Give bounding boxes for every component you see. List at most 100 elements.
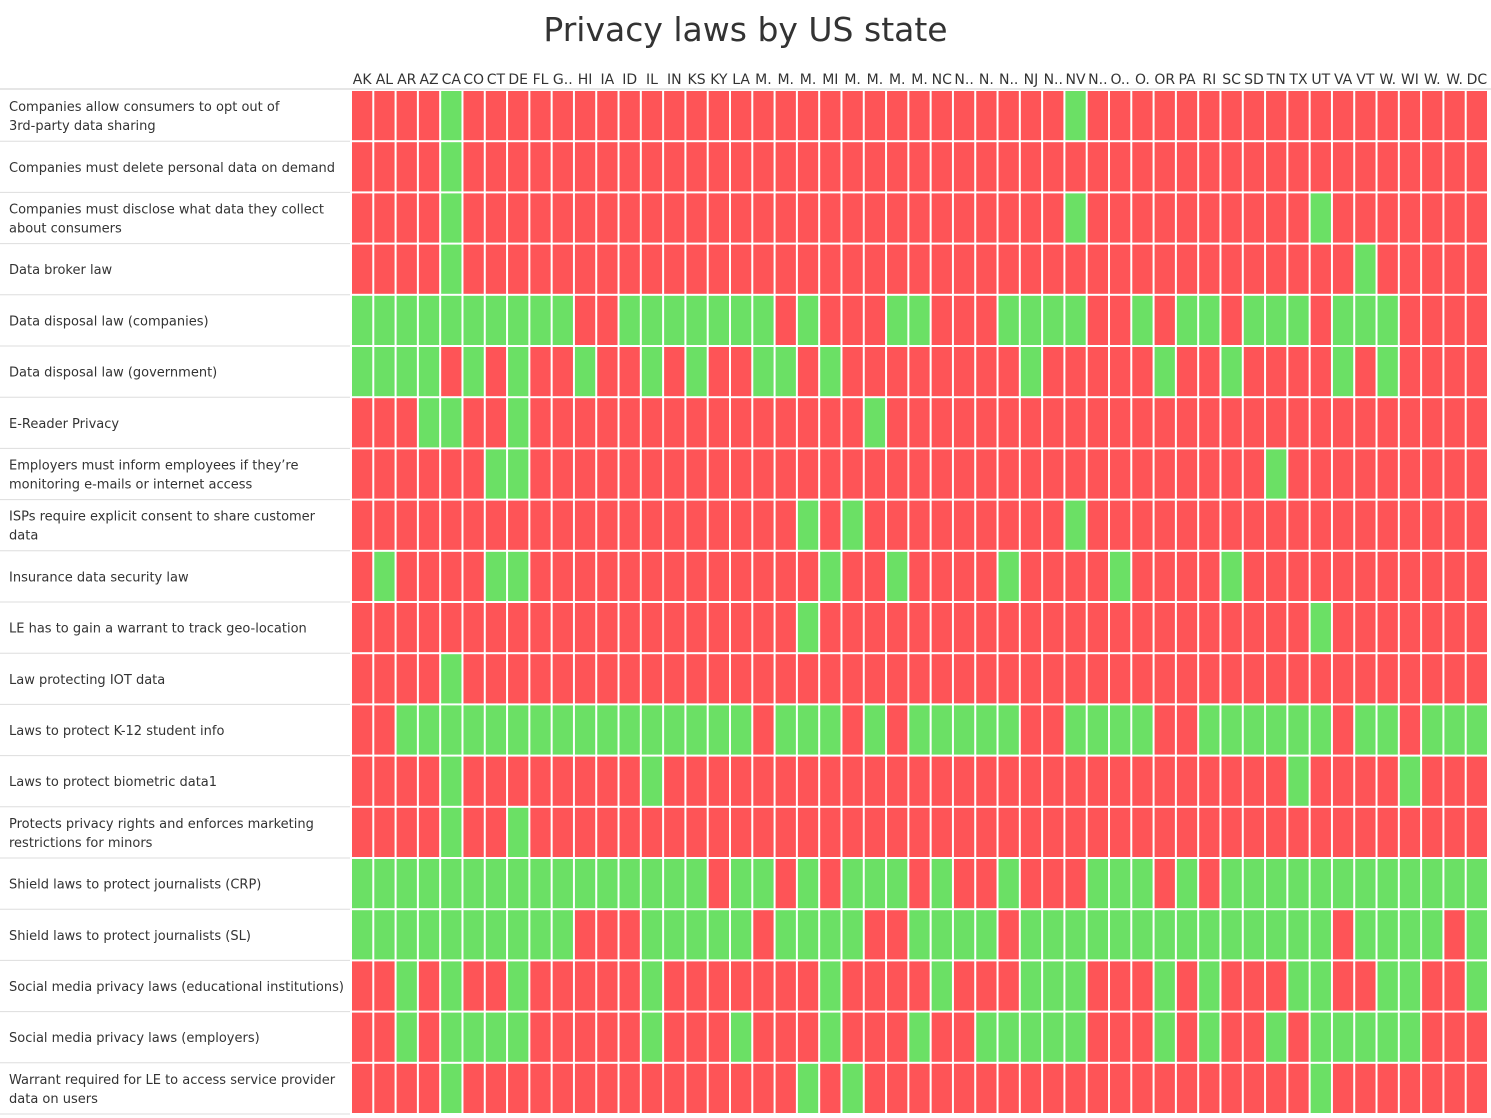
- heatmap-cell: [775, 193, 796, 243]
- heatmap-cell: [1065, 756, 1086, 806]
- heatmap-cell: [1132, 500, 1153, 550]
- heatmap-cell: [998, 705, 1019, 755]
- heatmap-cell: [664, 1012, 685, 1062]
- heatmap-cell: [352, 654, 373, 704]
- heatmap-cell: [1043, 91, 1064, 141]
- heatmap-cell: [820, 91, 841, 141]
- heatmap-cell: [552, 398, 573, 448]
- heatmap-cell: [976, 347, 997, 397]
- heatmap-cell: [797, 961, 819, 1011]
- heatmap-cell: [775, 1012, 796, 1062]
- heatmap-cell: [953, 756, 975, 806]
- heatmap-cell: [1444, 244, 1465, 294]
- heatmap-cell: [1466, 244, 1487, 294]
- heatmap-cell: [797, 1063, 819, 1113]
- column-label: M.: [800, 72, 817, 88]
- heatmap-cell: [1332, 398, 1354, 448]
- heatmap-cell: [530, 705, 551, 755]
- heatmap-cell: [708, 142, 729, 192]
- heatmap-cell: [1199, 398, 1220, 448]
- heatmap-cell: [1199, 705, 1220, 755]
- heatmap-cell: [820, 244, 841, 294]
- heatmap-cell: [953, 500, 975, 550]
- heatmap-cell: [508, 1012, 529, 1062]
- heatmap-cell: [552, 347, 573, 397]
- column-label: N..: [999, 72, 1018, 88]
- row-label: Warrant required for LE to access servic…: [9, 1073, 336, 1107]
- heatmap-cell: [508, 1063, 529, 1113]
- heatmap-cell: [374, 603, 395, 653]
- heatmap-cell: [664, 244, 685, 294]
- heatmap-cell: [1422, 91, 1443, 141]
- heatmap-cell: [976, 654, 997, 704]
- heatmap-cell: [1422, 756, 1443, 806]
- heatmap-cell: [552, 603, 573, 653]
- heatmap-cell: [441, 859, 462, 909]
- heatmap-cell: [418, 142, 440, 192]
- heatmap-cell: [1266, 91, 1287, 141]
- heatmap-cell: [1065, 654, 1086, 704]
- heatmap-cell: [1422, 1063, 1443, 1113]
- heatmap-cell: [1288, 654, 1309, 704]
- heatmap-cell: [463, 756, 484, 806]
- heatmap-cell: [1288, 1012, 1309, 1062]
- heatmap-cell: [1332, 500, 1354, 550]
- heatmap-cell: [731, 1063, 752, 1113]
- heatmap-cell: [1466, 142, 1487, 192]
- heatmap-cell: [441, 705, 462, 755]
- heatmap-cell: [418, 1063, 440, 1113]
- heatmap-cell: [1221, 654, 1242, 704]
- heatmap-cell: [664, 398, 685, 448]
- heatmap-cell: [998, 910, 1019, 960]
- heatmap-cell: [1221, 398, 1242, 448]
- heatmap-cell: [731, 449, 752, 499]
- heatmap-cell: [641, 705, 663, 755]
- heatmap-cell: [1355, 705, 1376, 755]
- heatmap-cell: [1221, 91, 1242, 141]
- heatmap-cell: [976, 142, 997, 192]
- column-label: UT: [1311, 72, 1330, 88]
- heatmap-cell: [508, 91, 529, 141]
- heatmap-cell: [1020, 295, 1042, 345]
- heatmap-cell: [1444, 449, 1465, 499]
- heatmap-cell: [619, 654, 640, 704]
- heatmap-cell: [530, 603, 551, 653]
- heatmap-cell: [820, 1012, 841, 1062]
- heatmap-cell: [619, 705, 640, 755]
- heatmap-cell: [976, 1063, 997, 1113]
- column-label: G..: [553, 72, 573, 88]
- heatmap-cell: [463, 91, 484, 141]
- heatmap-cell: [374, 1063, 395, 1113]
- heatmap-cell: [998, 91, 1019, 141]
- heatmap-cell: [597, 193, 618, 243]
- heatmap-cell: [396, 756, 417, 806]
- heatmap-cell: [396, 193, 417, 243]
- heatmap-cell: [931, 398, 952, 448]
- heatmap-cell: [864, 1063, 886, 1113]
- heatmap-cell: [597, 705, 618, 755]
- column-label: KY: [710, 72, 728, 88]
- heatmap-cell: [1043, 961, 1064, 1011]
- row-label: ISPs require explicit consent to share c…: [9, 510, 316, 544]
- heatmap-cell: [953, 910, 975, 960]
- heatmap-cell: [864, 859, 886, 909]
- heatmap-cell: [998, 654, 1019, 704]
- heatmap-cell: [1355, 961, 1376, 1011]
- heatmap-cell: [1399, 859, 1421, 909]
- heatmap-cell: [552, 859, 573, 909]
- heatmap-cell: [686, 193, 707, 243]
- heatmap-cell: [619, 347, 640, 397]
- heatmap-cell: [664, 705, 685, 755]
- heatmap-cell: [775, 807, 796, 857]
- heatmap-cell: [1444, 756, 1465, 806]
- heatmap-cell: [552, 756, 573, 806]
- heatmap-cell: [1176, 244, 1198, 294]
- heatmap-cell: [1310, 756, 1331, 806]
- heatmap-cell: [1110, 551, 1131, 601]
- row-label: Law protecting IOT data: [9, 673, 165, 688]
- heatmap-cell: [1176, 398, 1198, 448]
- heatmap-cell: [1332, 295, 1354, 345]
- heatmap-cell: [1266, 654, 1287, 704]
- heatmap-cell: [1355, 910, 1376, 960]
- heatmap-cell: [708, 244, 729, 294]
